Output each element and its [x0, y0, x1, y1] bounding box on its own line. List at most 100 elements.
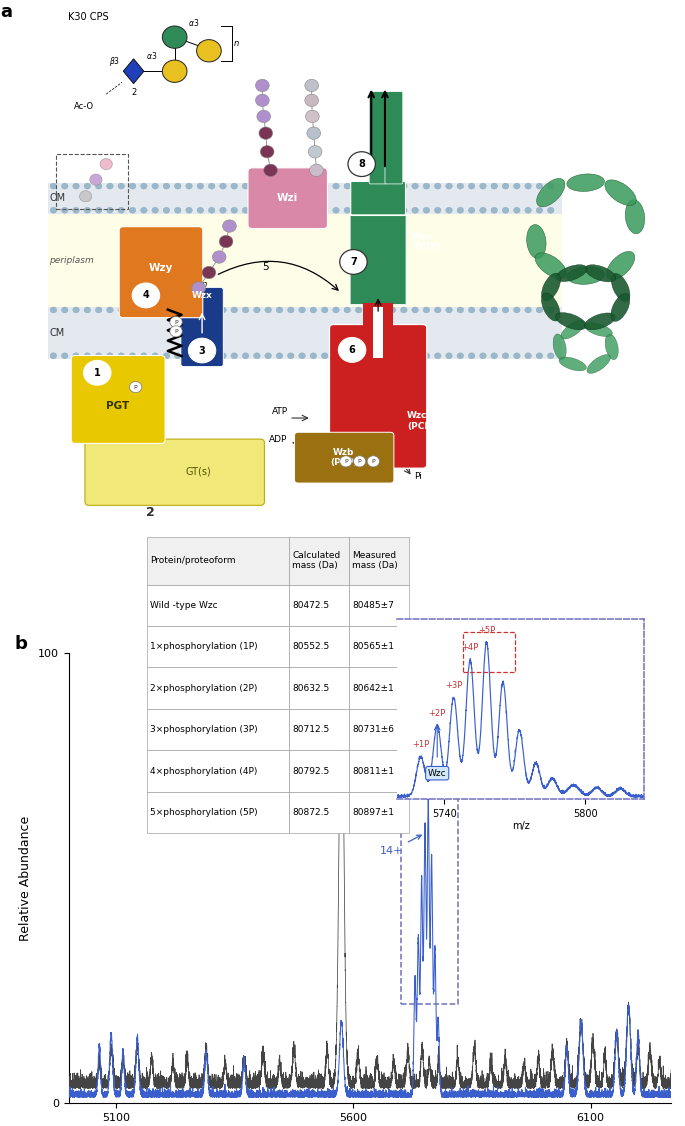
Circle shape: [469, 207, 475, 213]
Ellipse shape: [585, 265, 616, 282]
Bar: [288, 626, 349, 668]
Text: +2P: +2P: [429, 709, 446, 718]
Text: n: n: [201, 280, 207, 289]
Circle shape: [129, 307, 136, 313]
Bar: [147, 792, 288, 833]
Circle shape: [259, 127, 273, 140]
Circle shape: [84, 184, 90, 189]
Circle shape: [231, 352, 238, 359]
Circle shape: [412, 352, 419, 359]
Circle shape: [107, 307, 113, 313]
Circle shape: [514, 307, 520, 313]
Text: 80565±1: 80565±1: [352, 642, 395, 651]
Circle shape: [265, 207, 271, 213]
Text: Wza
(OPX): Wza (OPX): [411, 232, 440, 251]
Circle shape: [107, 184, 113, 189]
Text: K30 CPS: K30 CPS: [68, 11, 109, 21]
X-axis label: m/z: m/z: [512, 821, 530, 831]
Circle shape: [265, 352, 271, 359]
Circle shape: [265, 307, 271, 313]
Circle shape: [423, 207, 429, 213]
Bar: [48, 306, 562, 359]
Bar: [349, 537, 409, 584]
Text: P: P: [358, 459, 362, 464]
Circle shape: [457, 207, 464, 213]
Text: CM: CM: [49, 328, 64, 338]
Text: periplasm: periplasm: [49, 256, 94, 265]
Circle shape: [333, 184, 339, 189]
Circle shape: [84, 360, 111, 385]
Circle shape: [256, 95, 269, 107]
Text: 14+: 14+: [379, 835, 421, 856]
Circle shape: [469, 307, 475, 313]
Bar: [349, 668, 409, 709]
Circle shape: [412, 307, 419, 313]
Text: 3: 3: [199, 346, 205, 356]
Circle shape: [163, 352, 170, 359]
Circle shape: [479, 352, 486, 359]
Circle shape: [525, 207, 532, 213]
Text: P: P: [134, 385, 138, 390]
Circle shape: [140, 307, 147, 313]
FancyBboxPatch shape: [85, 439, 264, 506]
Text: 4×phosphorylation (4P): 4×phosphorylation (4P): [151, 767, 258, 776]
Text: P: P: [174, 320, 178, 324]
Circle shape: [253, 184, 260, 189]
Circle shape: [50, 184, 57, 189]
Circle shape: [378, 352, 384, 359]
Circle shape: [356, 352, 362, 359]
Circle shape: [536, 307, 543, 313]
FancyBboxPatch shape: [369, 91, 387, 184]
Circle shape: [446, 207, 452, 213]
Circle shape: [340, 250, 367, 275]
Text: n: n: [304, 175, 310, 184]
Circle shape: [310, 307, 316, 313]
Circle shape: [525, 352, 532, 359]
Circle shape: [525, 307, 532, 313]
Circle shape: [353, 456, 366, 467]
Circle shape: [514, 207, 520, 213]
Circle shape: [457, 352, 464, 359]
Text: Wzb
(PTP): Wzb (PTP): [330, 448, 358, 467]
Circle shape: [107, 207, 113, 213]
Text: ADP: ADP: [269, 436, 288, 444]
Circle shape: [84, 207, 90, 213]
Circle shape: [192, 282, 206, 294]
FancyBboxPatch shape: [119, 226, 203, 318]
Circle shape: [288, 207, 294, 213]
Circle shape: [423, 307, 429, 313]
Bar: [401, 712, 458, 1004]
Circle shape: [175, 352, 181, 359]
Text: P: P: [371, 459, 375, 464]
Text: 2×phosphorylation (2P): 2×phosphorylation (2P): [151, 683, 258, 692]
Circle shape: [73, 307, 79, 313]
Ellipse shape: [567, 173, 604, 191]
Circle shape: [401, 184, 407, 189]
Text: PGT: PGT: [106, 401, 129, 411]
Circle shape: [223, 220, 236, 232]
Circle shape: [446, 307, 452, 313]
Text: 12+: 12+: [329, 634, 353, 644]
Circle shape: [220, 307, 226, 313]
Bar: [363, 303, 393, 359]
Circle shape: [220, 184, 226, 189]
Text: 80472.5: 80472.5: [292, 601, 329, 610]
Circle shape: [242, 307, 249, 313]
Circle shape: [242, 352, 249, 359]
Ellipse shape: [625, 199, 645, 234]
Bar: [48, 214, 562, 306]
Circle shape: [264, 164, 277, 177]
Circle shape: [152, 352, 158, 359]
Text: Wzx: Wzx: [192, 292, 212, 301]
Bar: [349, 626, 409, 668]
Circle shape: [186, 352, 192, 359]
Circle shape: [253, 352, 260, 359]
Circle shape: [469, 184, 475, 189]
Text: 2: 2: [147, 507, 155, 519]
Circle shape: [502, 207, 509, 213]
Circle shape: [242, 184, 249, 189]
Circle shape: [186, 207, 192, 213]
Circle shape: [344, 307, 351, 313]
Bar: [147, 668, 288, 709]
FancyBboxPatch shape: [295, 432, 394, 483]
